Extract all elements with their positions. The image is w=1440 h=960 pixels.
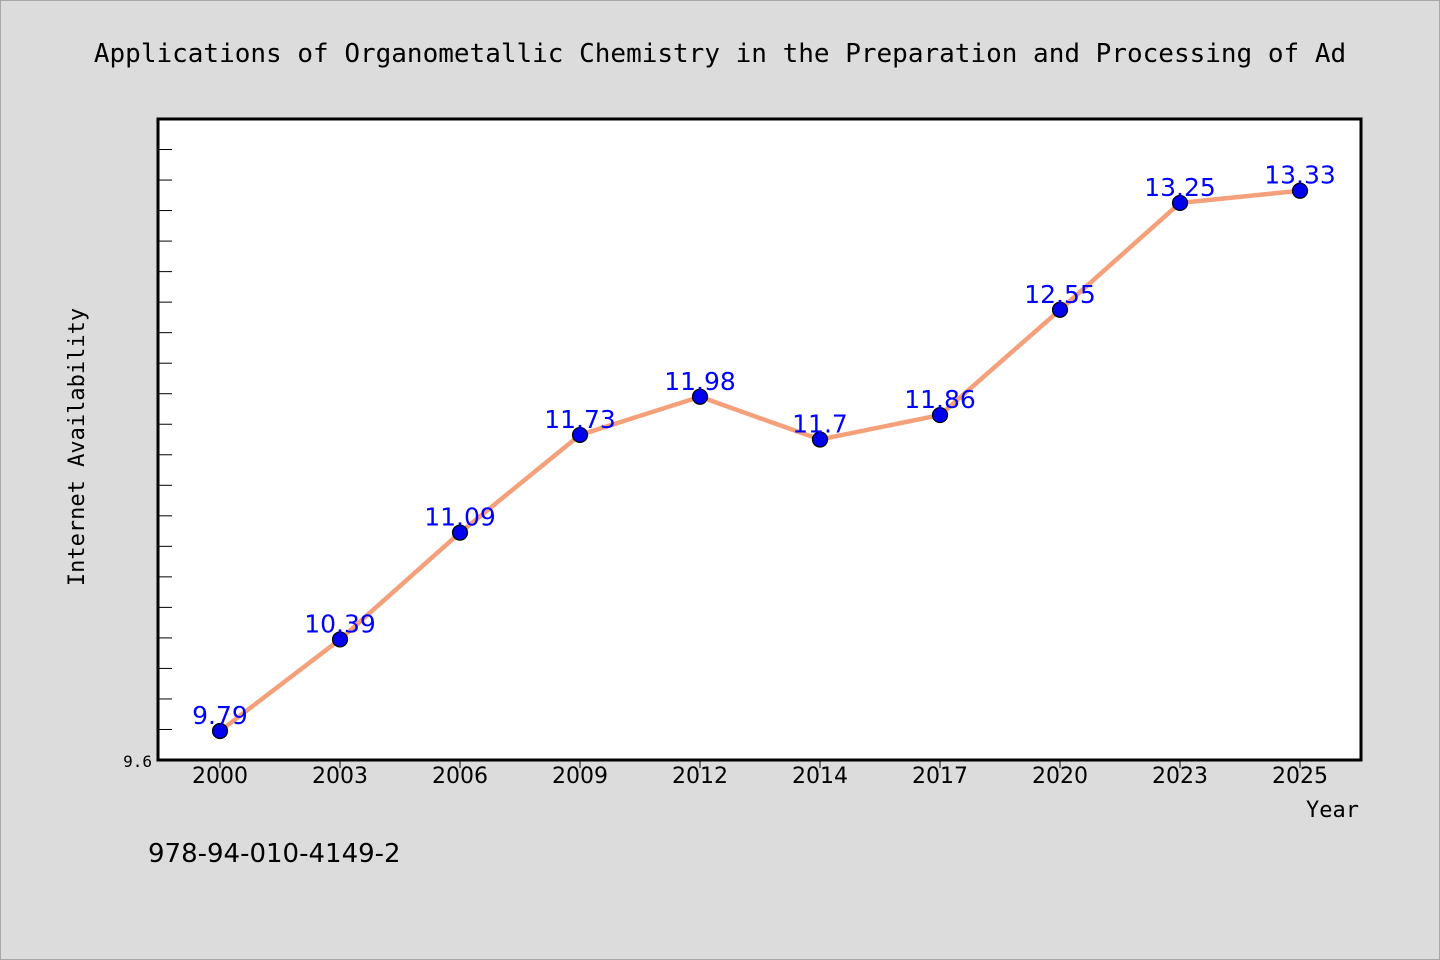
- data-point: [1291, 182, 1309, 199]
- y-axis-label: Internet Availability: [65, 308, 90, 586]
- data-label: 11.98: [664, 367, 736, 396]
- x-tick-label: 2023: [1152, 764, 1208, 789]
- x-tick-label: 2017: [912, 764, 968, 789]
- data-label: 11.7: [792, 410, 848, 439]
- data-point: [211, 722, 229, 740]
- y-axis-ticks: [158, 149, 172, 730]
- data-point: [1171, 194, 1189, 212]
- data-point: [811, 431, 829, 448]
- footer-isbn: 978-94-010-4149-2: [148, 839, 401, 869]
- series-line: [217, 188, 1303, 734]
- chart-title: Applications of Organometallic Chemistry…: [94, 39, 1346, 69]
- data-label: 11.09: [424, 503, 496, 532]
- data-label: 11.86: [904, 385, 976, 414]
- x-tick-label: 2020: [1032, 764, 1088, 789]
- data-point: [451, 524, 469, 541]
- data-point: [331, 631, 349, 648]
- x-axis-ticks: 2000 2003 2006 2009 2012 2014 2017 2020 2023 2025: [192, 760, 1328, 789]
- data-point: [931, 406, 949, 424]
- data-label: 11.73: [544, 405, 616, 434]
- x-tick-label: 2014: [792, 764, 848, 789]
- data-point: [691, 388, 709, 405]
- x-tick-label: 2025: [1272, 764, 1328, 789]
- x-tick-label: 2012: [672, 764, 728, 789]
- data-point: [1051, 301, 1069, 318]
- series-layer: 9.79 10.39 11.09 11.73 11.98 11.7 11.86 12.55 13…: [192, 161, 1336, 740]
- data-label: 13.25: [1144, 173, 1216, 202]
- x-axis-label: Year: [1306, 798, 1359, 823]
- data-point: [571, 426, 589, 444]
- x-tick-label: 2003: [312, 764, 368, 789]
- y-tick-label: 9.6: [123, 752, 152, 771]
- data-label: 9.79: [192, 701, 248, 730]
- data-label: 12.55: [1024, 280, 1096, 309]
- data-label: 13.33: [1264, 161, 1336, 190]
- data-label: 10.39: [304, 609, 376, 638]
- x-tick-label: 2009: [552, 764, 608, 789]
- plot-area: [156, 117, 1363, 762]
- x-tick-label: 2006: [432, 764, 488, 789]
- x-tick-label: 2000: [192, 764, 248, 789]
